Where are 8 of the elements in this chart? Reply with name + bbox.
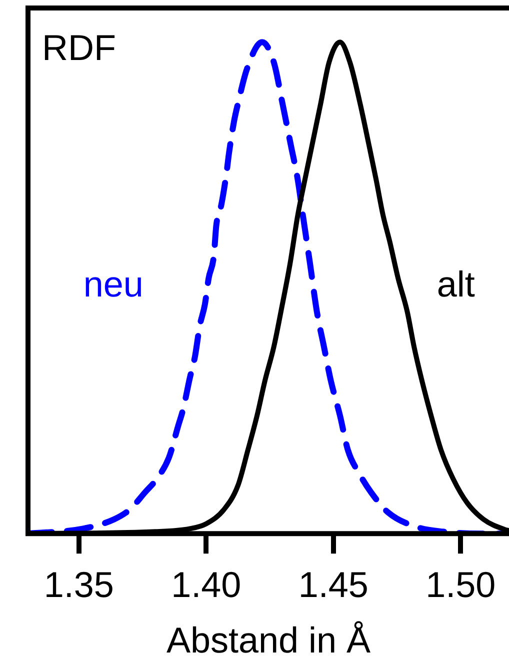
x-tick-label: 1.40 — [171, 564, 242, 606]
x-tick-label: 1.45 — [298, 564, 368, 606]
x-tick-label: 1.50 — [426, 564, 496, 606]
x-axis-title: Abstand in Å — [166, 619, 371, 660]
y-axis-title: RDF — [42, 26, 116, 68]
series-label: neu — [83, 263, 144, 304]
series-label: alt — [436, 263, 475, 304]
x-tick-label: 1.35 — [44, 564, 114, 606]
